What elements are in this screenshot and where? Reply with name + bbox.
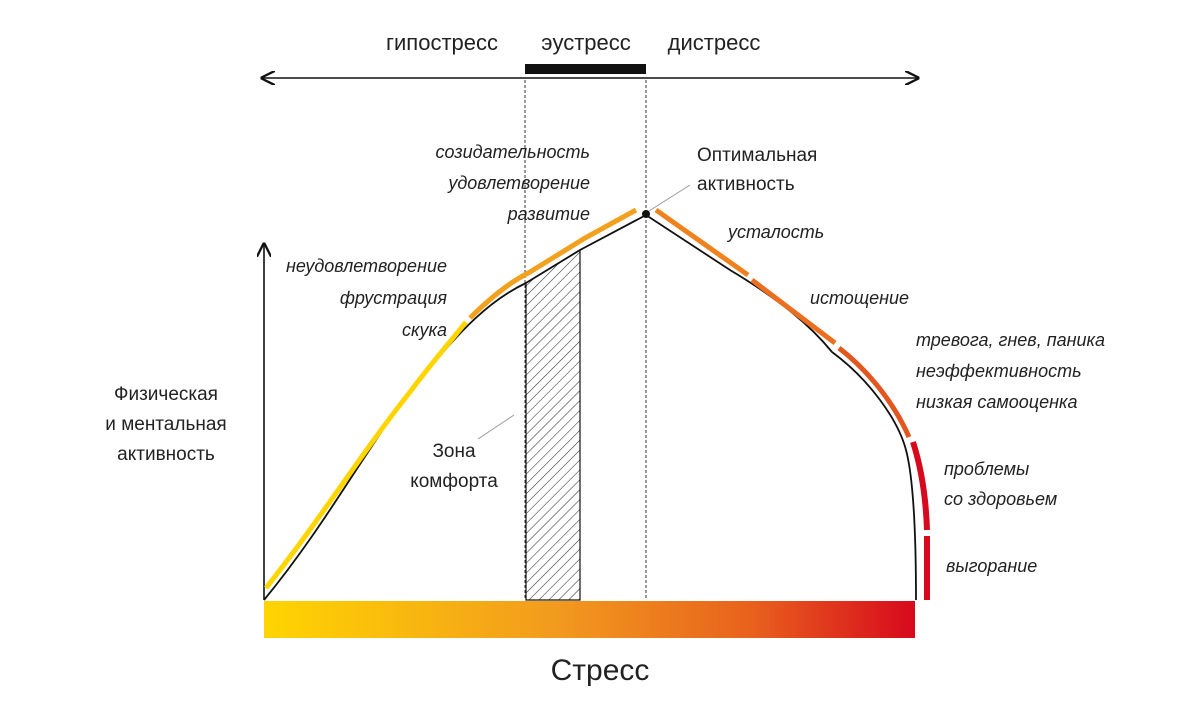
comfort-zone-label-line-1: Зона (432, 441, 476, 462)
comfort-zone-pointer (477, 414, 515, 440)
optimum-point (642, 210, 650, 218)
zone-hypostress: гипостресс (386, 30, 498, 55)
state-health-line-2: со здоровьем (944, 489, 1057, 509)
optimum-label-line-2: активность (697, 174, 795, 195)
state-exhaustion: истощение (810, 288, 909, 308)
state-good-line-3: развитие (507, 204, 590, 224)
state-low-line-1: неудовлетворение (286, 256, 447, 276)
comfort-zone-hatch (525, 248, 581, 601)
segment-fatigue (654, 207, 750, 278)
y-axis-label-line-3: активность (117, 444, 215, 465)
x-axis-label: Стресс (551, 654, 650, 687)
state-health-line-1: проблемы (944, 459, 1029, 479)
optimum-label-line-1: Оптимальная (697, 145, 817, 166)
y-axis-label-line-2: и ментальная (105, 414, 226, 435)
segment-health (910, 441, 930, 531)
state-low-line-2: фрустрация (340, 288, 448, 308)
stress-gradient-bar (264, 601, 915, 638)
state-anxiety-line-3: низкая самооценка (916, 392, 1078, 412)
state-anxiety-line-2: неэффективность (916, 361, 1082, 381)
eustress-bar (525, 64, 646, 74)
state-low-line-3: скука (402, 320, 447, 340)
state-anxiety-line-1: тревога, гнев, паника (916, 330, 1105, 350)
comfort-zone-label-line-2: комфорта (410, 471, 498, 492)
state-good-line-2: удовлетворение (446, 173, 590, 193)
y-axis-label-line-1: Физическая (114, 384, 218, 405)
optimum-pointer (648, 184, 691, 212)
zone-eustress: эустресс (541, 30, 631, 55)
state-burnout: выгорание (946, 556, 1037, 576)
zone-distress: дистресс (668, 30, 761, 55)
segment-anxiety (837, 346, 912, 439)
state-good-line-1: созидательность (435, 142, 590, 162)
state-fatigue: усталость (726, 222, 824, 242)
segment-exhaustion (750, 278, 837, 345)
segment-low-state (264, 320, 468, 590)
segment-good-state (468, 207, 638, 320)
